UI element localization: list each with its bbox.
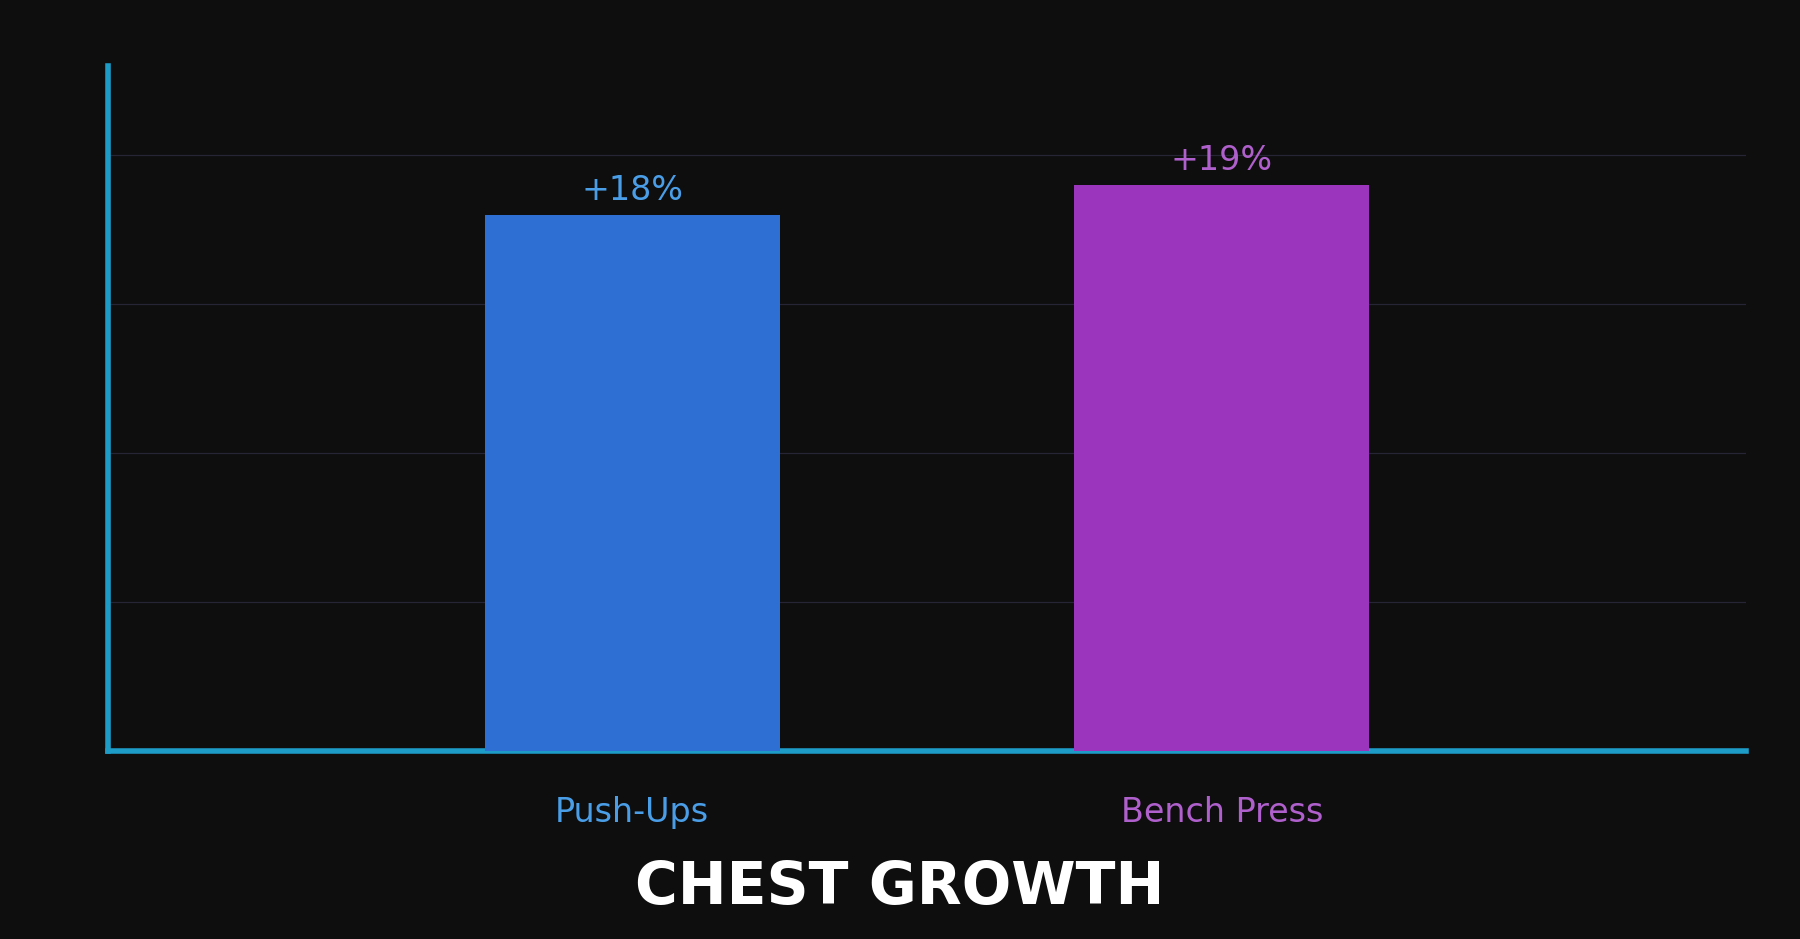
Text: Push-Ups: Push-Ups [554, 796, 709, 829]
Text: CHEST GROWTH: CHEST GROWTH [635, 859, 1165, 916]
Bar [1075, 185, 1370, 751]
Text: +19%: +19% [1170, 145, 1273, 177]
Bar [484, 215, 779, 751]
Text: Bench Press: Bench Press [1121, 796, 1323, 829]
Text: +18%: +18% [581, 175, 684, 208]
